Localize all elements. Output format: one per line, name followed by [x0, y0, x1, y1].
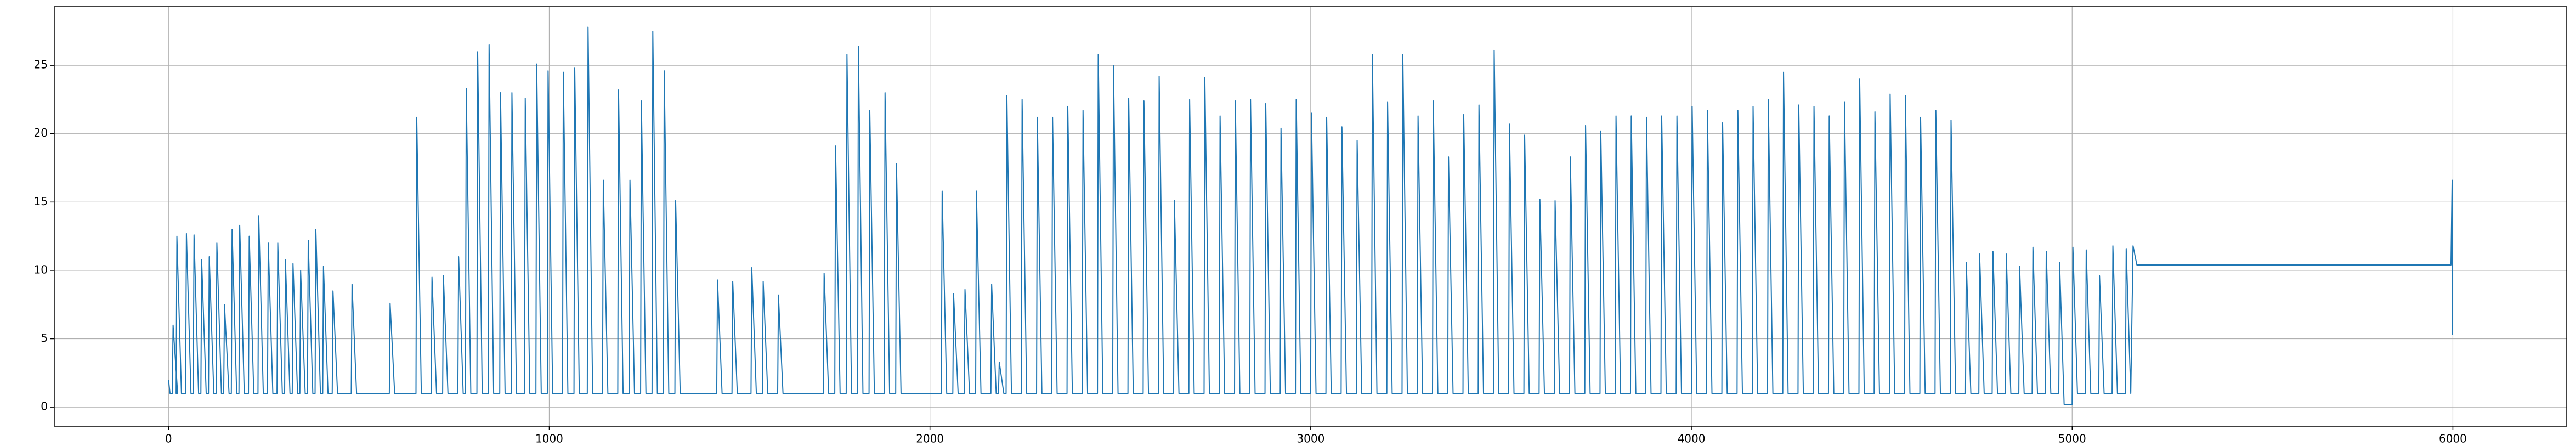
x-tick-label: 5000 [2058, 432, 2086, 445]
x-tick-label: 3000 [1297, 432, 1324, 445]
data-line [168, 26, 2453, 405]
x-tick-label: 6000 [2439, 432, 2467, 445]
y-tick-label: 15 [34, 195, 48, 208]
y-tick-label: 20 [34, 126, 48, 139]
y-tick-label: 10 [34, 263, 48, 276]
x-tick-label: 0 [165, 432, 172, 445]
x-tick-label: 2000 [916, 432, 944, 445]
x-tick-label: 1000 [535, 432, 563, 445]
y-tick-label: 5 [41, 331, 48, 345]
x-tick-label: 4000 [1678, 432, 1706, 445]
plot-layer: 0 1000 2000 3000 4000 5000 6000 0 5 10 15 20 25 [34, 7, 2567, 445]
y-tick-label: 25 [34, 58, 48, 71]
y-tick-label: 0 [41, 400, 48, 413]
plot-frame [54, 6, 2567, 427]
